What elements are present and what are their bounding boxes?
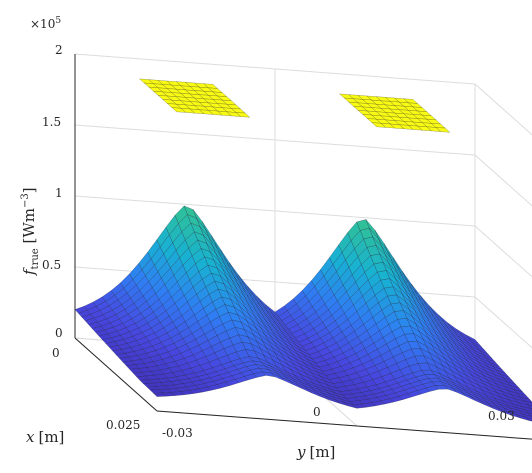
surface-facet — [522, 413, 532, 419]
surface-facet — [520, 396, 532, 403]
grid-line — [474, 296, 532, 349]
grid-line — [474, 225, 532, 278]
z-multiplier: ×105 — [30, 16, 61, 31]
axis-line — [156, 410, 532, 440]
grid-line — [474, 154, 532, 207]
surface-facet — [525, 417, 532, 422]
plateau-mesh — [139, 78, 451, 133]
surface-mesh — [74, 205, 532, 422]
x-tick-label: 0.025 — [106, 418, 140, 432]
z-tick-label: 0 — [55, 326, 63, 340]
surface-facet — [523, 400, 532, 406]
surface-facet — [518, 410, 532, 417]
surface-facet — [524, 409, 532, 415]
surface-facet — [526, 404, 532, 409]
x-tick-label: 0 — [52, 346, 60, 360]
z-tick-label: 1.5 — [42, 115, 61, 129]
grid-line — [474, 83, 532, 136]
axis-lines — [74, 54, 532, 440]
x-axis-label: x [m] — [26, 428, 64, 446]
y-tick-label: 0 — [313, 405, 321, 419]
surface-facet — [521, 406, 532, 412]
surface-facet — [527, 412, 532, 417]
plateau-facet — [435, 127, 451, 133]
y-tick-label: 0.03 — [488, 409, 515, 423]
z-tick-label: 1 — [55, 186, 63, 200]
z-axis-label: ftrue [Wm−3] — [20, 187, 41, 276]
y-tick-label: -0.03 — [162, 426, 193, 440]
plateau-facet — [235, 112, 251, 118]
z-tick-label: 0.5 — [42, 258, 61, 272]
z-tick-label: 2 — [55, 43, 63, 57]
axis-line — [74, 337, 158, 412]
y-axis-label: y [m] — [296, 443, 335, 461]
